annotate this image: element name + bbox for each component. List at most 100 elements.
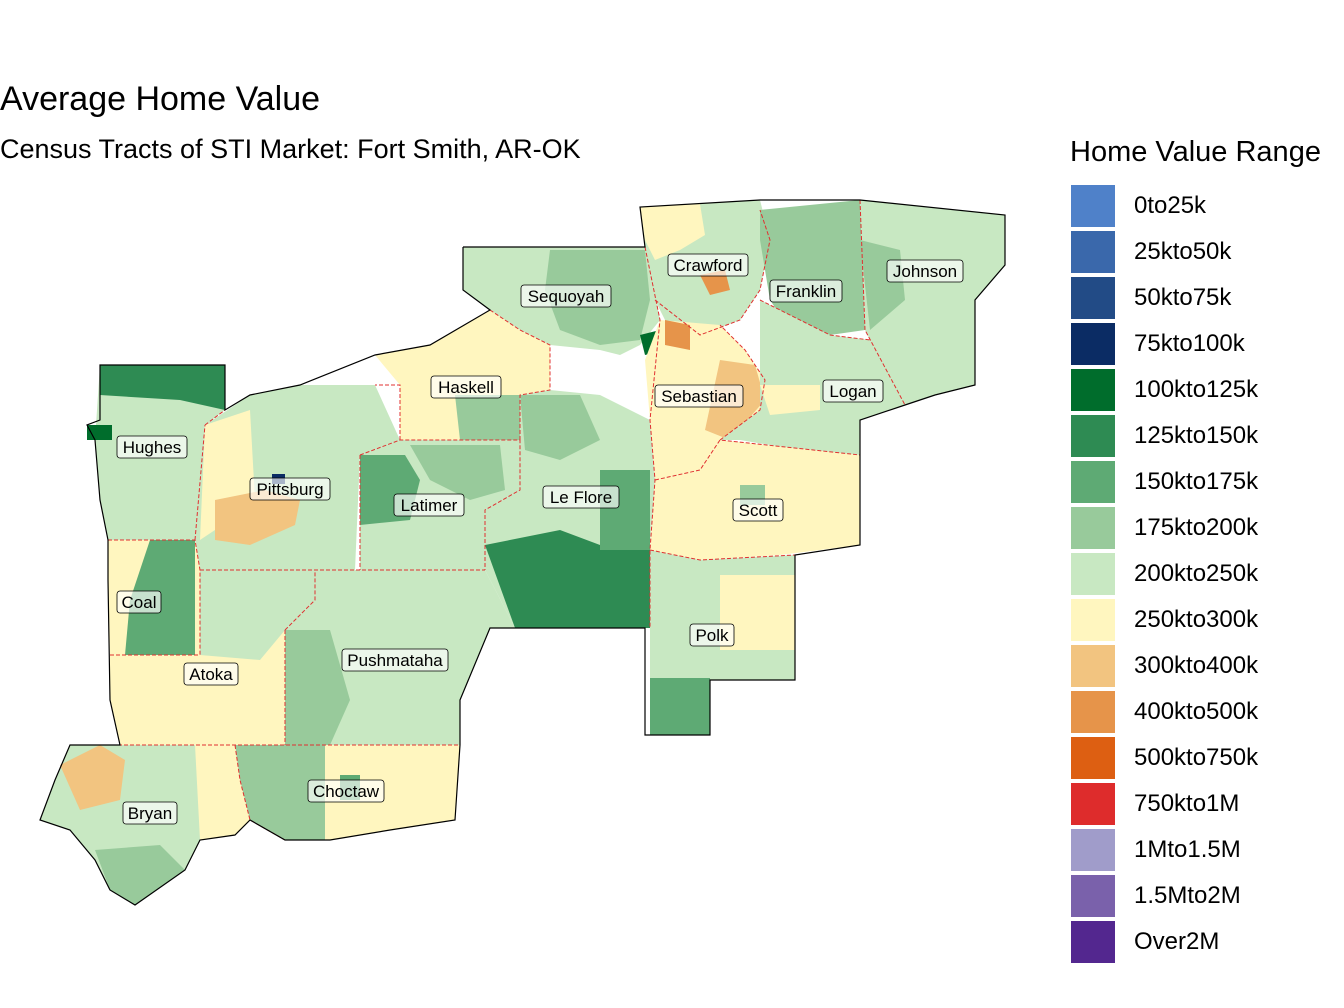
county-label-haskell: Haskell: [430, 375, 502, 399]
county-label-choctaw: Choctaw: [307, 779, 385, 803]
legend-swatch: [1070, 690, 1116, 734]
county-name: Logan: [829, 382, 876, 401]
legend-label: 750kto1M: [1134, 790, 1240, 817]
legend-item: 400kto500k: [1070, 689, 1344, 735]
legend-swatch: [1070, 506, 1116, 550]
tract-crawford-north: [640, 204, 705, 260]
legend-label: 0to25k: [1134, 192, 1207, 219]
tract-pushmataha-west: [285, 630, 350, 745]
choropleth-map: Crawford Franklin Johnson Sequoyah Haske…: [39, 199, 1006, 906]
tract-leflore-east: [600, 470, 650, 550]
legend-item: 300kto400k: [1070, 643, 1344, 689]
legend-item: 25kto50k: [1070, 229, 1344, 275]
legend-item: 125kto150k: [1070, 413, 1344, 459]
tract-choctaw-west: [235, 745, 325, 840]
tract-leflore-north: [520, 395, 600, 460]
legend-item: 0to25k: [1070, 183, 1344, 229]
county-label-scott: Scott: [732, 498, 784, 522]
county-name: Crawford: [674, 256, 743, 275]
county-borders: [70, 199, 906, 841]
county-name: Atoka: [189, 665, 233, 684]
tract-logan-west: [760, 385, 820, 415]
county-label-layer: Crawford Franklin Johnson Sequoyah Haske…: [116, 253, 964, 825]
legend-swatch: [1070, 598, 1116, 642]
county-name: Johnson: [893, 262, 957, 281]
legend-swatch: [1070, 368, 1116, 412]
county-name: Coal: [122, 593, 157, 612]
county-name: Polk: [695, 626, 729, 645]
county-name: Le Flore: [550, 488, 612, 507]
legend: Home Value Range 0to25k 25kto50k 50kto75k 7…: [1070, 136, 1344, 965]
county-label-bryan: Bryan: [122, 801, 178, 825]
legend-label: 75kto100k: [1134, 330, 1245, 357]
county-name: Pushmataha: [347, 651, 443, 670]
county-label-franklin: Franklin: [769, 279, 843, 303]
county-label-logan: Logan: [822, 379, 884, 403]
legend-item: 250kto300k: [1070, 597, 1344, 643]
tract-latimer-east: [410, 445, 505, 500]
county-name: Latimer: [401, 496, 458, 515]
county-name: Choctaw: [313, 782, 380, 801]
county-name: Scott: [739, 501, 778, 520]
legend-swatch: [1070, 460, 1116, 504]
legend-label: 1Mto1.5M: [1134, 836, 1241, 863]
county-name: Sequoyah: [528, 287, 605, 306]
tract-bryan-south: [95, 845, 185, 905]
tract-leflore-south: [485, 530, 650, 628]
county-label-pittsburg: Pittsburg: [249, 477, 331, 501]
legend-swatch: [1070, 644, 1116, 688]
legend-swatch: [1070, 736, 1116, 780]
legend-label: 100kto125k: [1134, 376, 1259, 403]
county-name: Haskell: [438, 378, 494, 397]
county-label-pushmataha: Pushmataha: [341, 648, 449, 672]
map-subtitle: Census Tracts of STI Market: Fort Smith,…: [0, 134, 581, 164]
county-name: Pittsburg: [256, 480, 323, 499]
county-name: Hughes: [123, 438, 182, 457]
county-label-sebastian: Sebastian: [654, 384, 744, 408]
legend-label: 250kto300k: [1134, 606, 1259, 633]
legend-swatch: [1070, 276, 1116, 320]
county-label-crawford: Crawford: [667, 253, 749, 277]
legend-swatch: [1070, 552, 1116, 596]
legend-swatch: [1070, 322, 1116, 366]
legend-item: 500kto750k: [1070, 735, 1344, 781]
tract-bryan-west: [60, 745, 125, 810]
county-name: Franklin: [776, 282, 836, 301]
legend-swatch: [1070, 230, 1116, 274]
legend-title: Home Value Range: [1070, 136, 1321, 168]
county-name: Bryan: [128, 804, 172, 823]
legend-item: 50kto75k: [1070, 275, 1344, 321]
tract-polk-south: [650, 678, 710, 735]
map-title: Average Home Value: [0, 80, 321, 118]
county-label-atoka: Atoka: [183, 662, 239, 686]
legend-item: 175kto200k: [1070, 505, 1344, 551]
legend-swatch: [1070, 874, 1116, 918]
tract-haskell-east: [455, 395, 520, 440]
legend-item: 750kto1M: [1070, 781, 1344, 827]
county-label-coal: Coal: [116, 590, 162, 614]
tract-sebastian-core: [665, 320, 690, 350]
county-name: Sebastian: [661, 387, 737, 406]
legend-label: 300kto400k: [1134, 652, 1259, 679]
county-label-latimer: Latimer: [393, 493, 465, 517]
legend-swatch: [1070, 920, 1116, 964]
legend-item: 1.5Mto2M: [1070, 873, 1344, 919]
legend-label: Over2M: [1134, 928, 1220, 955]
tract-layer: [40, 200, 1005, 905]
legend-label: 150kto175k: [1134, 468, 1259, 495]
legend-label: 1.5Mto2M: [1134, 882, 1241, 909]
legend-item: Over2M: [1070, 919, 1344, 965]
legend-label: 175kto200k: [1134, 514, 1259, 541]
county-label-hughes: Hughes: [116, 435, 188, 459]
legend-swatch: [1070, 184, 1116, 228]
legend-item: 75kto100k: [1070, 321, 1344, 367]
legend-label: 400kto500k: [1134, 698, 1259, 725]
legend-items: 0to25k 25kto50k 50kto75k 75kto100k 100kto125…: [1070, 183, 1344, 965]
tract-bryan-east: [195, 745, 250, 840]
legend-swatch: [1070, 782, 1116, 826]
legend-label: 500kto750k: [1134, 744, 1259, 771]
legend-swatch: [1070, 414, 1116, 458]
county-label-johnson: Johnson: [886, 259, 964, 283]
legend-item: 200kto250k: [1070, 551, 1344, 597]
county-label-leflore: Le Flore: [542, 485, 620, 509]
